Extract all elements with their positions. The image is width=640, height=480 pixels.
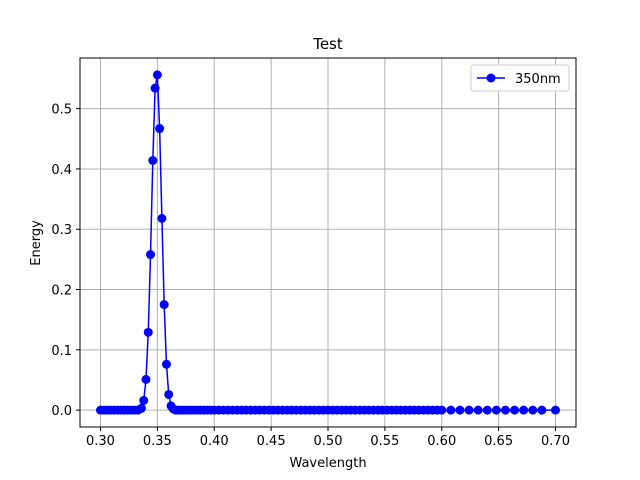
data-point (482, 405, 492, 415)
data-point (161, 359, 171, 369)
y-axis-label: Energy (29, 220, 44, 266)
axis-ticks: 0.30 0.35 0.40 0.45 0.50 0.55 0.60 0.65 0.70 0.0 0… (51, 103, 570, 449)
y-tick-label: 0.2 (51, 284, 72, 299)
y-tick-label: 0.3 (51, 223, 72, 238)
x-tick-label: 0.40 (200, 434, 229, 449)
data-point (139, 395, 149, 405)
data-point (519, 405, 529, 415)
data-point (551, 405, 561, 415)
data-point (155, 124, 165, 134)
data-point (159, 300, 169, 310)
legend-box (470, 64, 570, 92)
y-tick-label: 0.4 (51, 163, 72, 178)
data-point (150, 83, 160, 93)
data-point (143, 327, 153, 337)
legend-marker (486, 73, 496, 83)
x-tick-label: 0.30 (86, 434, 115, 449)
legend-label-350nm: 350nm (515, 72, 561, 87)
data-point (157, 213, 167, 223)
data-point (537, 405, 547, 415)
legend: 350nm (470, 64, 570, 92)
chart-title: Test (312, 35, 343, 53)
data-point (437, 405, 447, 415)
x-tick-label: 0.70 (541, 434, 570, 449)
x-tick-label: 0.50 (314, 434, 343, 449)
y-tick-label: 0.1 (51, 344, 72, 359)
data-point (446, 405, 456, 415)
data-point (152, 70, 162, 80)
y-tick-label: 0.0 (51, 404, 72, 419)
x-tick-label: 0.65 (484, 434, 513, 449)
x-axis-label: Wavelength (289, 456, 366, 471)
x-tick-label: 0.60 (427, 434, 456, 449)
x-tick-label: 0.45 (257, 434, 286, 449)
data-point (491, 405, 501, 415)
data-point (164, 389, 174, 399)
series-layer (95, 70, 561, 415)
data-point (528, 405, 538, 415)
y-tick-label: 0.5 (51, 103, 72, 118)
x-tick-label: 0.55 (370, 434, 399, 449)
data-point (455, 405, 465, 415)
data-point (464, 405, 474, 415)
data-point (510, 405, 520, 415)
data-point (141, 374, 151, 384)
x-tick-label: 0.35 (143, 434, 172, 449)
data-point (136, 403, 146, 413)
data-point (148, 156, 158, 165)
data-point (473, 405, 483, 415)
data-point (500, 405, 510, 415)
data-point (146, 250, 156, 260)
